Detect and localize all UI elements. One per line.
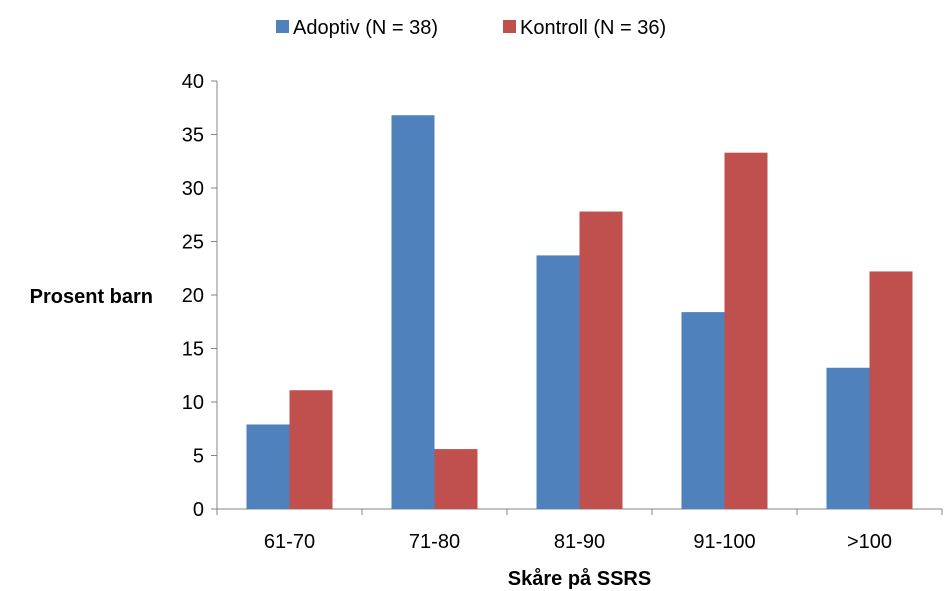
- bar-series-2: [869, 271, 913, 509]
- x-tick-label: 81-90: [554, 531, 605, 553]
- y-axis-title: Prosent barn: [30, 286, 153, 308]
- y-tick-label: 30: [182, 178, 204, 200]
- y-axis: 0 5 10 15 20 25 30 35 40: [182, 71, 218, 521]
- bar-series-1: [246, 424, 290, 509]
- x-axis: 61-70 71-80 81-90 91-100 >100: [216, 508, 943, 553]
- x-tick-label: 61-70: [264, 531, 315, 553]
- x-tick-label: 91-100: [693, 531, 755, 553]
- x-axis-title: Skåre på SSRS: [508, 567, 651, 590]
- x-tick-label: >100: [847, 531, 892, 553]
- y-tick-label: 20: [182, 285, 204, 307]
- legend-swatch: [276, 20, 289, 33]
- y-tick-label: 5: [193, 446, 204, 468]
- bar-series-1: [391, 115, 435, 510]
- bar-series-2: [579, 211, 623, 510]
- y-tick-label: 15: [182, 339, 204, 361]
- legend-label: Kontroll (N = 36): [520, 17, 666, 39]
- bar-series-1: [536, 255, 580, 509]
- legend-swatch: [503, 20, 516, 33]
- legend: Adoptiv (N = 38) Kontroll (N = 36): [276, 17, 666, 39]
- y-tick-label: 0: [193, 499, 204, 521]
- y-tick-label: 10: [182, 392, 204, 414]
- bar-series-2: [434, 449, 478, 509]
- bars: [246, 115, 913, 510]
- bar-series-2: [289, 390, 333, 509]
- bar-series-1: [826, 367, 870, 509]
- y-tick-label: 25: [182, 232, 204, 254]
- bar-series-2: [724, 152, 768, 509]
- legend-label: Adoptiv (N = 38): [293, 17, 438, 39]
- y-tick-label: 35: [182, 125, 204, 147]
- bar-series-1: [681, 312, 725, 509]
- x-tick-label: 71-80: [409, 531, 460, 553]
- y-tick-label: 40: [182, 71, 204, 93]
